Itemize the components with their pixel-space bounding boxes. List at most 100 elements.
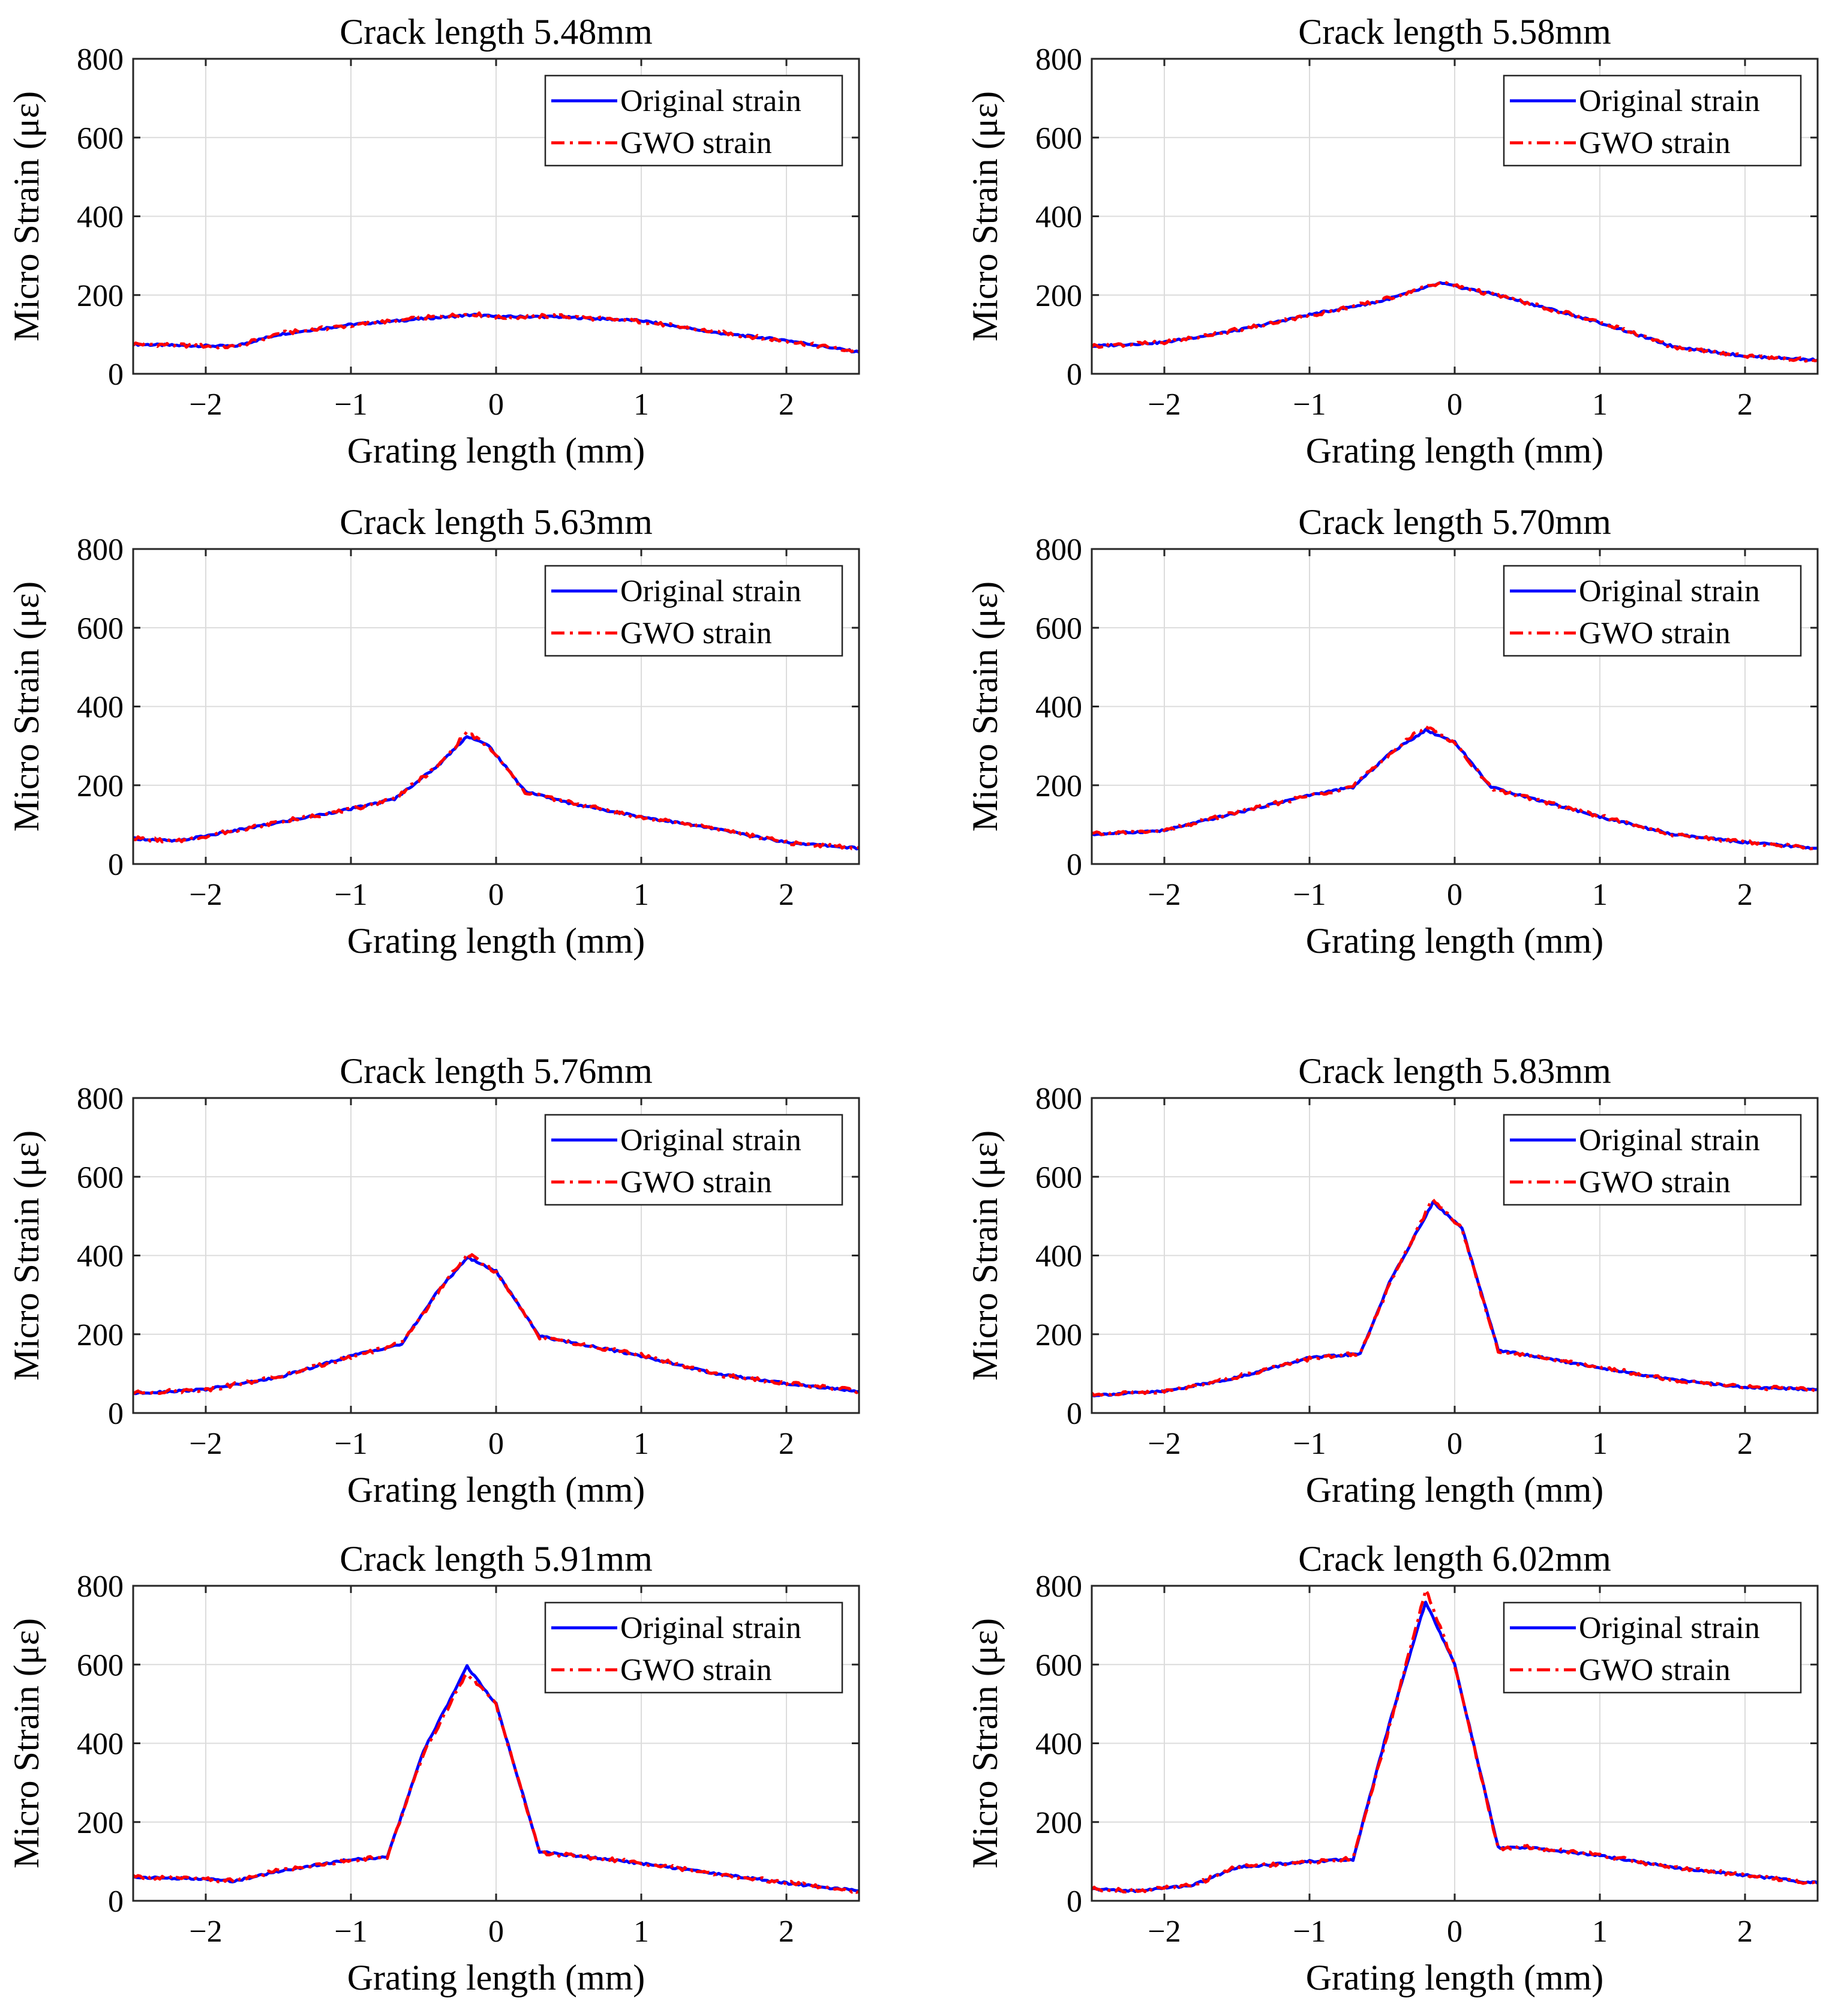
x-tick-label: −1 [334, 1427, 367, 1461]
y-axis-label: Micro Strain (με) [965, 1618, 1005, 1868]
y-tick-label: 800 [77, 1082, 124, 1116]
x-tick-label: −2 [1148, 1915, 1181, 1949]
x-axis-label: Grating length (mm) [1306, 1958, 1604, 1997]
y-tick-label: 200 [1035, 1318, 1082, 1352]
y-tick-label: 200 [77, 769, 124, 803]
legend-label: GWO strain [1579, 1653, 1731, 1687]
y-axis-label: Micro Strain (με) [7, 1618, 46, 1868]
x-axis-label: Grating length (mm) [1306, 921, 1604, 961]
y-tick-label: 800 [77, 43, 124, 77]
y-tick-label: 0 [108, 1885, 124, 1919]
series-line-original-strain [1091, 1600, 1819, 1894]
x-tick-label: −2 [189, 388, 222, 422]
y-tick-label: 800 [77, 1570, 124, 1604]
y-tick-label: 800 [1035, 1570, 1082, 1604]
series-line-gwo-strain [1091, 1198, 1819, 1397]
y-tick-label: 800 [1035, 43, 1082, 77]
chart-title: Crack length 5.91mm [340, 1539, 653, 1579]
y-tick-label: 600 [1035, 1160, 1082, 1195]
chart-title: Crack length 5.76mm [340, 1051, 653, 1091]
x-tick-label: 2 [1737, 1427, 1753, 1461]
y-tick-label: 400 [77, 1240, 124, 1274]
x-axis-label: Grating length (mm) [347, 431, 645, 470]
legend: Original strain GWO strain [544, 1601, 843, 1694]
y-tick-label: 600 [1035, 121, 1082, 155]
x-tick-label: −1 [334, 388, 367, 422]
y-tick-label: 200 [1035, 279, 1082, 313]
x-tick-label: 1 [633, 1915, 649, 1949]
x-tick-label: 2 [1737, 878, 1753, 912]
y-tick-label: 0 [1067, 1397, 1082, 1431]
y-tick-label: 600 [77, 1648, 124, 1682]
x-tick-label: 0 [488, 388, 504, 422]
x-axis-label: Grating length (mm) [347, 1958, 645, 1997]
y-axis-label: Micro Strain (με) [965, 581, 1005, 832]
x-tick-label: 2 [1737, 1915, 1753, 1949]
x-tick-label: 1 [633, 878, 649, 912]
x-tick-label: −2 [1148, 388, 1181, 422]
x-tick-label: 0 [1447, 1915, 1462, 1949]
y-axis-label: Micro Strain (με) [7, 1130, 46, 1381]
x-tick-label: −1 [334, 878, 367, 912]
x-tick-label: −1 [334, 1915, 367, 1949]
x-tick-label: 0 [1447, 878, 1462, 912]
chart-title: Crack length 5.48mm [340, 12, 653, 52]
legend-box [1503, 1114, 1802, 1206]
series-line-gwo-strain [133, 730, 860, 850]
y-tick-label: 400 [77, 1727, 124, 1762]
y-tick-label: 0 [1067, 358, 1082, 392]
series-line-original-strain [132, 313, 860, 354]
legend-label: Original strain [620, 1611, 801, 1645]
y-tick-label: 800 [77, 533, 124, 567]
x-tick-label: 1 [1592, 1915, 1608, 1949]
x-tick-label: 0 [1447, 1427, 1462, 1461]
series-line-gwo-strain [1091, 1588, 1819, 1894]
legend: Original strain GWO strain [544, 1114, 843, 1206]
legend: Original strain GWO strain [1503, 74, 1802, 167]
chart-panel-8: −2 −1 0 1 2 0 200 400 600 800 Crack length 6.02mm G… [965, 1539, 1819, 1997]
legend-label: Original strain [1579, 1611, 1760, 1645]
legend-box [544, 565, 843, 657]
y-tick-label: 600 [1035, 611, 1082, 646]
y-tick-label: 200 [1035, 769, 1082, 803]
legend-label: Original strain [1579, 1123, 1760, 1157]
x-tick-label: 0 [488, 878, 504, 912]
y-tick-label: 0 [1067, 1885, 1082, 1919]
legend: Original strain GWO strain [544, 74, 843, 167]
y-axis-label: Micro Strain (με) [7, 581, 46, 832]
x-axis-label: Grating length (mm) [1306, 431, 1604, 470]
legend-box [544, 1601, 843, 1694]
legend-box [544, 1114, 843, 1206]
x-tick-label: −1 [1293, 388, 1326, 422]
chart-title: Crack length 5.63mm [340, 502, 653, 542]
x-tick-label: 2 [779, 1427, 794, 1461]
legend-label: GWO strain [620, 1653, 772, 1687]
y-tick-label: 400 [1035, 1240, 1082, 1274]
y-tick-label: 600 [1035, 1648, 1082, 1682]
legend-label: GWO strain [1579, 1165, 1731, 1199]
x-tick-label: 0 [488, 1915, 504, 1949]
legend-label: Original strain [1579, 84, 1760, 118]
x-tick-label: 1 [1592, 388, 1608, 422]
chart-panel-1: −2 −1 0 1 2 0 200 400 600 800 Crack length 5.48mm G… [7, 12, 860, 470]
x-tick-label: −2 [189, 1915, 222, 1949]
y-tick-label: 600 [77, 611, 124, 646]
x-tick-label: 1 [1592, 878, 1608, 912]
x-tick-label: −2 [189, 1427, 222, 1461]
legend-label: Original strain [1579, 574, 1760, 608]
y-tick-label: 0 [108, 1397, 124, 1431]
legend: Original strain GWO strain [1503, 1114, 1802, 1206]
legend-label: GWO strain [1579, 616, 1731, 650]
y-axis-label: Micro Strain (με) [965, 91, 1005, 341]
y-tick-label: 200 [77, 1806, 124, 1840]
y-tick-label: 200 [77, 279, 124, 313]
y-tick-label: 800 [1035, 1082, 1082, 1116]
chart-title: Crack length 5.58mm [1298, 12, 1611, 52]
chart-title: Crack length 5.70mm [1298, 502, 1611, 542]
y-tick-label: 0 [1067, 848, 1082, 882]
series-line-gwo-strain [132, 1252, 860, 1396]
y-tick-label: 0 [108, 358, 124, 392]
x-tick-label: −2 [189, 878, 222, 912]
series-line-gwo-strain [1091, 725, 1818, 851]
